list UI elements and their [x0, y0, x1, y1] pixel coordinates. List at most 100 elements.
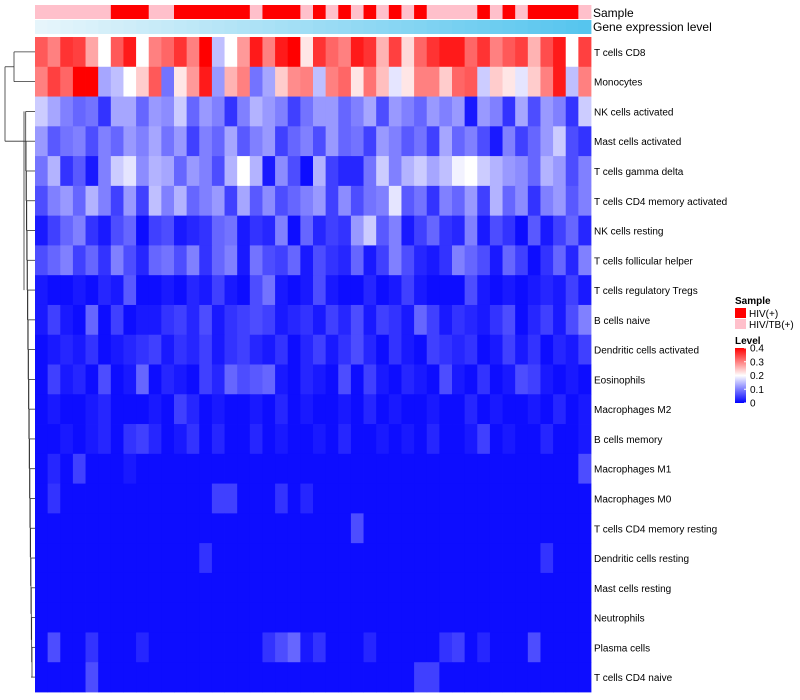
heatmap-cell: [60, 245, 74, 276]
heatmap-cell: [325, 275, 339, 306]
heatmap-cell: [148, 394, 162, 425]
heatmap-cell: [262, 513, 276, 544]
heatmap-cell: [211, 483, 225, 514]
heatmap-cell: [388, 245, 402, 276]
heatmap-cell: [72, 572, 86, 604]
heatmap-cell: [249, 304, 263, 336]
heatmap-cell: [300, 334, 314, 365]
heatmap-cell: [439, 215, 453, 246]
heatmap-cell: [98, 126, 112, 157]
heatmap-cell: [527, 245, 541, 276]
heatmap-cell: [414, 96, 428, 127]
heatmap-cell: [174, 543, 188, 574]
heatmap-cell: [47, 245, 61, 276]
heatmap-cell: [249, 185, 263, 217]
row-label: B cells memory: [594, 435, 662, 446]
heatmap-cell: [313, 156, 327, 187]
heatmap-cell: [148, 424, 162, 455]
expression-annotation-cell: [350, 20, 364, 34]
heatmap-cell: [527, 662, 541, 693]
heatmap-cell: [161, 37, 175, 68]
heatmap-cell: [452, 215, 466, 246]
heatmap-cell: [388, 37, 402, 68]
heatmap-cell: [72, 304, 86, 336]
heatmap-cell: [578, 394, 592, 425]
heatmap-cell: [186, 364, 200, 395]
heatmap-cell: [35, 126, 49, 157]
heatmap-cell: [527, 364, 541, 395]
heatmap-cell: [464, 632, 478, 663]
heatmap-cell: [338, 215, 352, 246]
heatmap-cell: [401, 66, 415, 97]
heatmap-cell: [60, 37, 74, 68]
heatmap-cell: [426, 364, 440, 395]
heatmap-cell: [72, 662, 86, 693]
heatmap-cell: [338, 424, 352, 455]
heatmap-cell: [249, 543, 263, 574]
heatmap-cell: [35, 453, 49, 484]
expression-annotation-cell: [98, 20, 112, 34]
heatmap-cell: [249, 37, 263, 68]
heatmap-cell: [388, 215, 402, 246]
heatmap-cell: [388, 126, 402, 157]
heatmap-cell: [489, 602, 503, 633]
sample-annotation-cell: [540, 5, 554, 19]
heatmap-cell: [123, 37, 137, 68]
heatmap-cell: [452, 364, 466, 395]
row-label: Macrophages M0: [594, 494, 672, 505]
heatmap-cell: [110, 304, 124, 336]
expression-annotation-cell: [47, 20, 61, 34]
heatmap-cell: [489, 424, 503, 455]
heatmap-cell: [464, 126, 478, 157]
heatmap-cell: [110, 394, 124, 425]
heatmap-cell: [174, 453, 188, 484]
sample-annotation-cell: [136, 5, 150, 19]
heatmap-cell: [376, 513, 390, 544]
heatmap-cell: [350, 483, 364, 514]
heatmap-cell: [401, 334, 415, 365]
expression-annotation-cell: [439, 20, 453, 34]
heatmap-cell: [262, 185, 276, 217]
heatmap-cell: [578, 215, 592, 246]
heatmap-cell: [72, 602, 86, 633]
heatmap-cell: [553, 66, 567, 97]
heatmap-cell: [110, 334, 124, 365]
heatmap-cell: [489, 275, 503, 306]
heatmap-cell: [85, 156, 99, 187]
heatmap-cell: [199, 156, 213, 187]
heatmap-cell: [35, 662, 49, 693]
sample-annotation-cell: [174, 5, 188, 19]
heatmap-cell: [136, 245, 150, 276]
heatmap-cell: [275, 245, 289, 276]
heatmap-cell: [452, 424, 466, 455]
heatmap-cell: [47, 572, 61, 604]
heatmap-cell: [325, 453, 339, 484]
heatmap-cell: [199, 483, 213, 514]
heatmap-cell: [300, 185, 314, 217]
heatmap-cell: [186, 424, 200, 455]
heatmap-cell: [426, 275, 440, 306]
heatmap-cell: [527, 453, 541, 484]
sample-annotation-cell: [578, 5, 592, 19]
heatmap-cell: [85, 37, 99, 68]
expression-annotation-cell: [148, 20, 162, 34]
row-label: T cells CD4 memory resting: [594, 524, 717, 535]
heatmap-cell: [136, 424, 150, 455]
sample-annotation-cell: [148, 5, 162, 19]
heatmap-cell: [148, 156, 162, 187]
heatmap-cell: [186, 483, 200, 514]
heatmap-cell: [136, 662, 150, 693]
heatmap-cell: [85, 543, 99, 574]
heatmap-cell: [85, 96, 99, 127]
heatmap-cell: [578, 453, 592, 484]
heatmap-cell: [98, 572, 112, 604]
heatmap-cell: [376, 602, 390, 633]
heatmap-cell: [136, 334, 150, 365]
heatmap-cell: [376, 96, 390, 127]
heatmap-cell: [515, 364, 529, 395]
heatmap-cell: [313, 424, 327, 455]
heatmap-cell: [287, 304, 301, 336]
heatmap-cell: [363, 513, 377, 544]
heatmap-cell: [161, 275, 175, 306]
heatmap-cell: [211, 96, 225, 127]
